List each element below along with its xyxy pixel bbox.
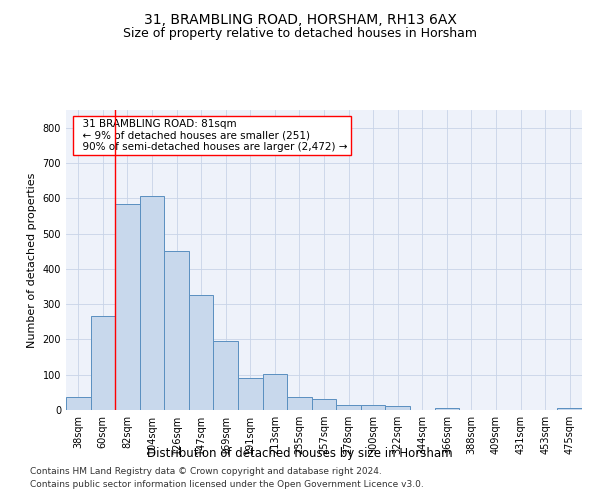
Text: Distribution of detached houses by size in Horsham: Distribution of detached houses by size …: [147, 448, 453, 460]
Text: 31, BRAMBLING ROAD, HORSHAM, RH13 6AX: 31, BRAMBLING ROAD, HORSHAM, RH13 6AX: [143, 12, 457, 26]
Bar: [312, 398, 336, 410]
Bar: [164, 251, 189, 410]
Bar: [91, 316, 115, 410]
Bar: [238, 378, 263, 410]
Bar: [263, 374, 287, 410]
Text: 31 BRAMBLING ROAD: 81sqm
  ← 9% of detached houses are smaller (251)
  90% of se: 31 BRAMBLING ROAD: 81sqm ← 9% of detache…: [76, 119, 348, 152]
Bar: [115, 204, 140, 410]
Bar: [189, 294, 214, 410]
Bar: [361, 404, 385, 410]
Bar: [140, 196, 164, 410]
Bar: [66, 397, 91, 410]
Bar: [557, 408, 582, 410]
Bar: [434, 408, 459, 410]
Bar: [385, 406, 410, 410]
Bar: [214, 341, 238, 410]
Text: Contains HM Land Registry data © Crown copyright and database right 2024.: Contains HM Land Registry data © Crown c…: [30, 467, 382, 476]
Y-axis label: Number of detached properties: Number of detached properties: [27, 172, 37, 348]
Bar: [287, 397, 312, 410]
Text: Contains public sector information licensed under the Open Government Licence v3: Contains public sector information licen…: [30, 480, 424, 489]
Text: Size of property relative to detached houses in Horsham: Size of property relative to detached ho…: [123, 28, 477, 40]
Bar: [336, 404, 361, 410]
